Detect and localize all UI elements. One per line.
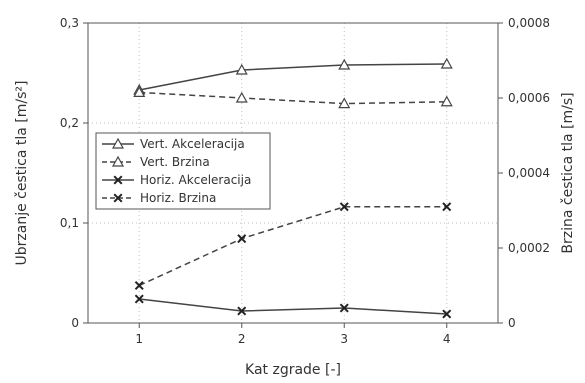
data-point: [235, 63, 248, 75]
data-point: [339, 202, 349, 212]
series-line: [138, 206, 447, 287]
legend-marker: [113, 193, 123, 203]
data-point: [440, 57, 453, 69]
y-tick-label: 0,1: [60, 216, 79, 230]
data-point: [134, 294, 144, 304]
legend: Vert. Akceleracija Vert. Brzina Horiz. Akc…: [95, 132, 271, 210]
x-tick-label: 4: [443, 332, 451, 346]
data-point: [133, 86, 146, 97]
legend-item: Horiz. Akceleracija: [102, 173, 251, 187]
x-tick-label: 2: [238, 332, 246, 346]
legend-box: [95, 132, 271, 210]
legend-marker: [111, 137, 125, 149]
data-point: [237, 306, 247, 316]
marker-stroke: [113, 193, 123, 203]
legend-item: Vert. Akceleracija: [102, 137, 245, 151]
legend-label: Horiz. Akceleracija: [140, 173, 251, 187]
grid-lines: [88, 23, 498, 323]
marker-stroke: [339, 303, 349, 313]
y-axis-title: Ubrzanje čestica tla [m/s²]: [14, 81, 30, 266]
marker-stroke: [134, 280, 144, 291]
marker-stroke: [442, 202, 452, 212]
data-point: [237, 234, 247, 244]
legend-item: Vert. Brzina: [102, 155, 210, 169]
data-point: [338, 97, 351, 109]
legend-marker: [111, 155, 125, 167]
x-axis-title: Kat zgrade [-]: [245, 362, 341, 378]
legend-label: Vert. Akceleracija: [140, 137, 245, 151]
series-2: [134, 294, 452, 319]
y2-tick-label: 0: [508, 316, 516, 330]
legend-label: Vert. Brzina: [140, 155, 210, 169]
legend-label: Horiz. Brzina: [140, 191, 216, 205]
series-1: [133, 86, 453, 109]
data-point: [440, 95, 453, 107]
y2-axis-title: Brzina čestica tla [m/s]: [560, 92, 576, 253]
series-line: [139, 91, 447, 105]
series-0: [133, 57, 453, 95]
y2-tick-label: 0,0008: [508, 16, 550, 30]
legend-item: Horiz. Brzina: [102, 191, 216, 205]
data-point: [442, 202, 452, 212]
marker-stroke: [237, 306, 247, 316]
x-tick-label: 3: [340, 332, 348, 346]
axes: 1 2 3 4 0 0,1 0,2 0,3 0 0,0002 0,0004 0,0006 0,0008: [60, 16, 550, 346]
data-point: [235, 91, 248, 103]
y2-tick-label: 0,0004: [508, 166, 550, 180]
y-tick-label: 0: [71, 316, 79, 330]
data-point: [134, 280, 144, 291]
x-tick-label: 1: [135, 332, 143, 346]
legend-marker: [113, 175, 123, 185]
y-tick-label: 0,2: [60, 116, 79, 130]
marker-stroke: [134, 294, 144, 304]
marker-stroke: [442, 309, 452, 319]
marker-stroke: [339, 202, 349, 212]
series-layer: [133, 57, 453, 319]
data-point: [442, 309, 452, 319]
y2-tick-label: 0,0006: [508, 91, 550, 105]
y-tick-label: 0,3: [60, 16, 79, 30]
y2-tick-label: 0,0002: [508, 241, 550, 255]
series-line: [139, 298, 447, 315]
series-3: [134, 202, 452, 291]
marker-stroke: [237, 234, 247, 244]
data-point: [338, 58, 351, 70]
data-point: [339, 303, 349, 313]
marker-stroke: [113, 175, 123, 185]
series-line: [139, 63, 447, 91]
